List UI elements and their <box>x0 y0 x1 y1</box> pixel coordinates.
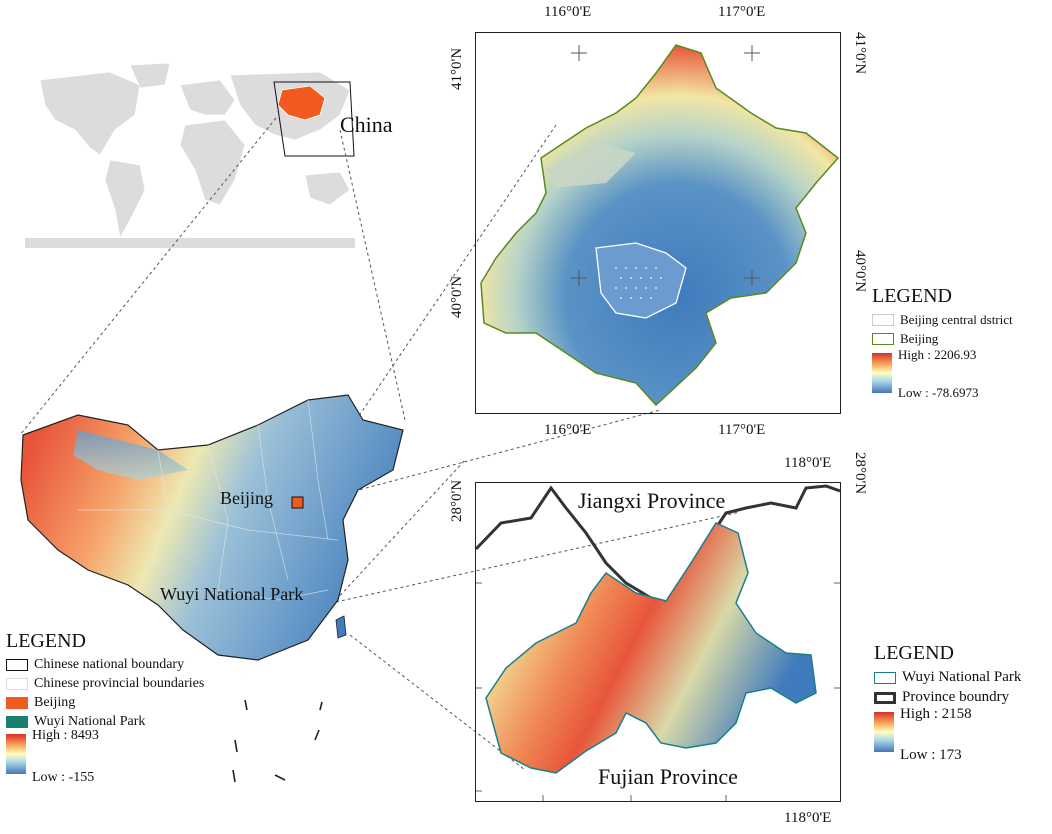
wuyi-map-frame <box>475 482 841 802</box>
province-boundary-swatch <box>874 691 896 704</box>
wuyi-high-label: High : 2158 <box>900 706 972 722</box>
wuyi-swatch <box>6 716 28 728</box>
wuyi-elevation-map <box>476 484 840 801</box>
beijing-legend-title: LEGEND <box>872 285 952 307</box>
beijing-swatch <box>6 697 28 709</box>
legend-item-province-boundary: Province boundry <box>874 689 1050 706</box>
china-legend-title: LEGEND <box>6 630 86 652</box>
beijing-low-label: Low : -78.6973 <box>898 385 979 400</box>
wuyi-top-tick: 118°0'E <box>784 455 832 471</box>
beijing-boundary-swatch <box>872 333 894 345</box>
beijing-left-tick-40: 40°0'N <box>449 275 465 318</box>
south-china-sea-islands <box>232 699 323 783</box>
wuyi-elevation-ramp: High : 2158 Low : 173 <box>874 706 1050 764</box>
legend-item-beijing-boundary: Beijing <box>872 331 1047 347</box>
legend-item-wuyi-park: Wuyi National Park <box>874 669 1050 686</box>
beijing-central-district <box>595 242 687 319</box>
beijing-bottom-tick-116: 116°0'E <box>544 422 592 438</box>
wuyi-legend-title: LEGEND <box>874 642 954 664</box>
world-map-panel <box>20 60 360 250</box>
jiangxi-label: Jiangxi Province <box>578 488 726 513</box>
china-elevation-map <box>20 394 404 687</box>
beijing-right-tick-41: 41°0'N <box>852 32 868 75</box>
beijing-elevation-map <box>480 44 840 407</box>
beijing-legend: LEGEND Beijing central dstrict Beijing H… <box>872 285 1047 401</box>
legend-item-provincial-boundaries: Chinese provincial boundaries <box>6 676 246 692</box>
china-map-panel <box>18 390 408 687</box>
central-district-swatch <box>872 314 894 326</box>
beijing-color-ramp <box>872 353 892 393</box>
national-boundary-swatch <box>6 659 28 671</box>
elevation-color-ramp <box>6 734 26 774</box>
china-legend: LEGEND Chinese national boundary Chinese… <box>6 630 246 786</box>
beijing-top-tick-116: 116°0'E <box>544 4 592 20</box>
beijing-marker <box>291 496 304 509</box>
china-high-label: High : 8493 <box>32 728 99 743</box>
wuyi-park-swatch <box>874 671 896 684</box>
wuyi-park-area <box>485 522 817 774</box>
beijing-high-label: High : 2206.93 <box>898 347 977 362</box>
beijing-bottom-tick-117: 117°0'E <box>718 422 766 438</box>
wuyi-label: Wuyi National Park <box>160 584 304 604</box>
wuyi-left-tick: 28°0'N <box>449 479 465 522</box>
provincial-boundary-swatch <box>6 678 28 690</box>
wuyi-legend: LEGEND Wuyi National Park Province bound… <box>874 642 1050 764</box>
beijing-left-tick-41: 41°0'N <box>449 47 465 90</box>
beijing-map-frame <box>475 32 841 414</box>
china-low-label: Low : -155 <box>32 770 95 785</box>
wuyi-bottom-tick: 118°0'E <box>784 810 832 826</box>
fujian-label: Fujian Province <box>598 764 738 789</box>
legend-item-national-boundary: Chinese national boundary <box>6 657 246 673</box>
wuyi-color-ramp <box>874 712 894 752</box>
wuyi-right-tick: 28°0'N <box>852 452 868 495</box>
china-highlight <box>277 85 326 121</box>
china-elevation-ramp: High : 8493 Low : -155 <box>6 728 246 786</box>
beijing-elevation-ramp: High : 2206.93 Low : -78.6973 <box>872 347 1047 401</box>
beijing-right-tick-40: 40°0'N <box>852 250 868 293</box>
legend-item-wuyi: Wuyi National Park <box>6 714 246 730</box>
beijing-label: Beijing <box>220 488 273 508</box>
legend-item-central-district: Beijing central dstrict <box>872 312 1047 328</box>
wuyi-low-label: Low : 173 <box>900 747 962 763</box>
legend-item-beijing: Beijing <box>6 695 246 711</box>
china-label: China <box>340 112 393 137</box>
beijing-top-tick-117: 117°0'E <box>718 4 766 20</box>
world-map <box>25 62 355 248</box>
